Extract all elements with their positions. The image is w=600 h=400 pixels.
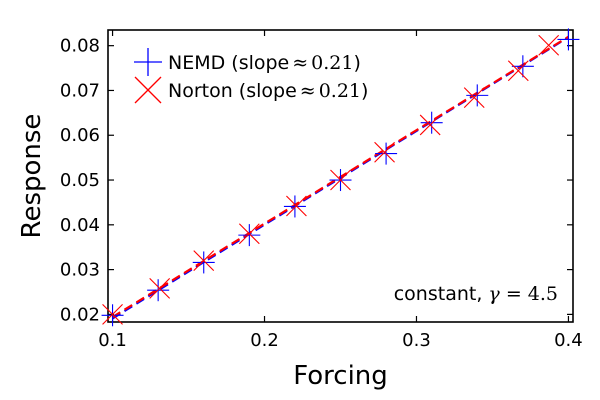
norton-point-b	[419, 114, 441, 136]
y-tick-label: 0.02	[60, 304, 100, 325]
norton-point	[374, 141, 395, 163]
nemd-point	[192, 251, 215, 274]
norton-point	[238, 223, 260, 245]
legend-norton-suffix: )	[361, 80, 368, 102]
norton-point	[538, 34, 560, 56]
annotation-prefix: constant,	[394, 283, 489, 305]
norton-point-b	[238, 223, 260, 245]
y-tick-label: 0.07	[60, 80, 100, 101]
nemd-point	[238, 224, 261, 247]
annotation: constant, γ = 4.5	[394, 283, 558, 305]
nemd-point	[101, 304, 124, 327]
nemd-point	[466, 84, 489, 107]
legend: NEMD (slope ≈0.21) Norton (slope ≈0.21)	[134, 48, 368, 104]
nemd-point	[283, 195, 306, 218]
x-tick-label: 0.4	[554, 330, 583, 351]
annotation-value: 4.5	[528, 283, 558, 305]
norton-point-b	[102, 303, 123, 325]
norton-point	[193, 250, 215, 272]
x-tick-label: 0.1	[98, 330, 127, 351]
norton-point-b	[507, 60, 529, 82]
norton-point-b	[330, 169, 351, 191]
norton-point	[149, 278, 171, 299]
norton-point-b	[374, 141, 395, 163]
norton-point	[286, 195, 307, 217]
legend-norton-value: 0.21	[319, 80, 361, 102]
legend-label-norton: Norton (slope ≈0.21)	[168, 80, 368, 102]
annotation-equals: =	[500, 283, 528, 305]
norton-point-b	[286, 195, 307, 217]
axis-ticks: 0.1 0.2 0.3 0.4 0.02 0.03 0.04 0.05 0.06 0.07 0.08	[60, 30, 583, 351]
norton-point	[507, 60, 529, 82]
norton-point	[463, 87, 485, 109]
data-markers	[101, 28, 580, 327]
norton-point-b	[193, 250, 215, 272]
legend-norton-approx: ≈	[300, 80, 316, 102]
legend-nemd-value: 0.21	[311, 52, 353, 74]
y-tick-label: 0.06	[60, 125, 100, 146]
norton-point	[330, 169, 351, 191]
legend-marker-nemd	[134, 48, 162, 76]
norton-point-b	[463, 87, 485, 109]
annotation-symbol: γ	[488, 283, 500, 305]
y-tick-label: 0.08	[60, 36, 100, 57]
legend-marker-norton	[134, 76, 162, 104]
legend-norton-prefix: Norton (slope	[168, 80, 297, 102]
norton-point	[419, 114, 441, 136]
y-axis-title: Response	[17, 114, 47, 239]
norton-point-b	[538, 34, 560, 56]
nemd-point	[557, 28, 580, 51]
y-tick-label: 0.03	[60, 260, 100, 281]
x-tick-label: 0.3	[402, 330, 431, 351]
x-axis-title: Forcing	[293, 361, 388, 391]
norton-point	[102, 303, 123, 325]
y-tick-label: 0.05	[60, 170, 100, 191]
legend-nemd-suffix: )	[353, 52, 360, 74]
plot-frame	[107, 29, 574, 323]
legend-nemd-approx: ≈	[292, 52, 308, 74]
y-tick-label: 0.04	[60, 215, 100, 236]
norton-point-b	[149, 278, 171, 299]
x-tick-label: 0.2	[250, 330, 279, 351]
legend-nemd-prefix: NEMD (slope	[168, 52, 289, 74]
legend-label-nemd: NEMD (slope ≈0.21)	[168, 52, 361, 74]
